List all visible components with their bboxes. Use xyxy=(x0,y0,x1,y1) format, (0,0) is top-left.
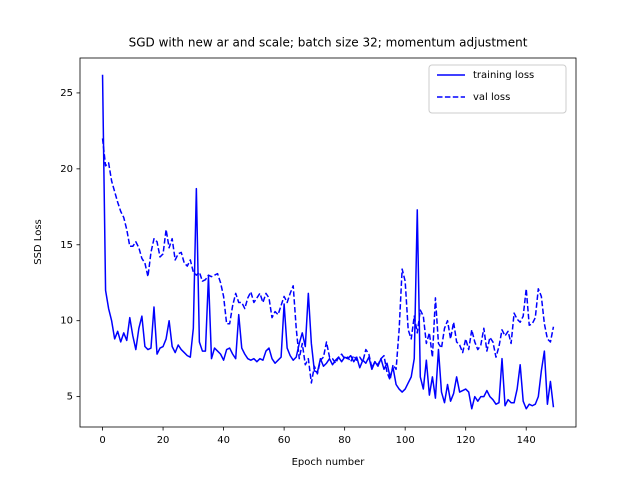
x-tick-label: 140 xyxy=(517,435,536,446)
x-tick-label: 20 xyxy=(157,435,170,446)
y-tick-label: 5 xyxy=(67,392,73,403)
y-tick-label: 20 xyxy=(60,164,73,175)
y-tick-label: 15 xyxy=(60,240,73,251)
x-tick-label: 60 xyxy=(278,435,291,446)
chart-title: SGD with new ar and scale; batch size 32… xyxy=(129,36,528,50)
y-axis-label: SSD Loss xyxy=(33,219,44,265)
x-axis-label: Epoch number xyxy=(292,457,366,468)
legend-box xyxy=(428,64,567,114)
y-tick-label: 25 xyxy=(60,88,73,99)
x-tick-label: 80 xyxy=(338,435,351,446)
x-tick-label: 0 xyxy=(99,435,105,446)
axes-frame xyxy=(79,57,577,428)
line-series xyxy=(101,74,555,410)
legend-label: training loss xyxy=(473,70,534,81)
legend-label: val loss xyxy=(473,92,510,103)
x-tick-label: 120 xyxy=(456,435,475,446)
line-series xyxy=(101,138,555,384)
x-tick-label: 40 xyxy=(217,435,230,446)
y-tick-label: 10 xyxy=(60,316,73,327)
x-tick-label: 100 xyxy=(396,435,415,446)
